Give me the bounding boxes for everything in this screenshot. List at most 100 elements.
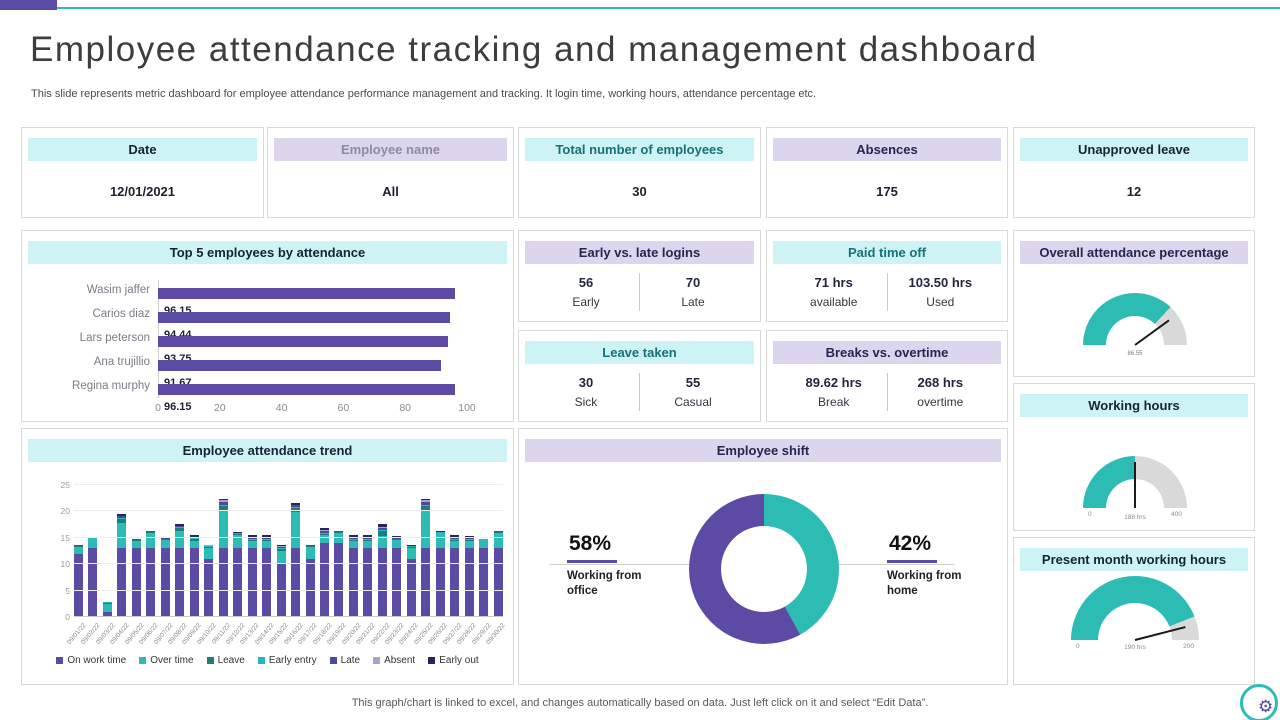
kpi-header-total-employees: Total number of employees [525,138,754,161]
home-callout: 42% Working from home [887,532,1007,599]
trend-bar-segment [189,538,199,539]
trend-bar [479,538,489,617]
top5-attendance-chart-card[interactable]: Top 5 employees by attendance Wasim jaff… [21,230,514,422]
trend-bar-segment [160,540,170,549]
trend-bar-segment [450,537,460,539]
trend-bar [233,531,243,617]
trend-bar-segment [276,548,286,552]
break-hours-metric: 89.62 hrs Break [781,375,887,409]
accent-line [57,7,1280,9]
trend-bar-segment [247,539,257,541]
breaks-overtime-card[interactable]: Breaks vs. overtime 89.62 hrs Break 268 … [766,330,1008,422]
trend-bar-segment [204,545,214,546]
trend-bar [421,498,431,617]
trend-bar-segment [334,532,344,533]
early-late-logins-card[interactable]: Early vs. late logins 56 Early 70 Late [518,230,761,322]
trend-bar [175,523,185,617]
sick-leave-value: 30 [578,375,594,390]
trend-x-label-slot: 09/05/22 [124,619,146,655]
card-title-leave-taken: Leave taken [525,341,754,364]
office-label: Working from office [567,570,642,597]
trend-bar-segment [479,548,489,617]
trend-bar-segment [276,551,286,565]
trend-bar-segment [102,602,112,603]
trend-x-label-slot: 09/15/22 [268,619,290,655]
legend-swatch [428,657,436,664]
trend-bar [348,535,358,617]
trend-bar [493,531,503,617]
trend-bar-segment [233,534,243,549]
legend-item: Late [329,655,360,666]
trend-bar-segment [189,535,199,537]
trend-bar-segment [262,537,272,539]
trend-bar-segment [160,548,170,617]
gauge-max-label: 400 [1171,511,1182,518]
top5-axis-tick: 80 [399,402,412,414]
present-month-gauge-card[interactable]: Present month working hours 0 190 hrs 20… [1013,537,1255,685]
attendance-trend-chart-card[interactable]: Employee attendance trend 0 5 10 15 20 25 09/… [21,428,514,685]
kpi-card-total-employees[interactable]: Total number of employees 30 [518,127,761,218]
legend-swatch [206,657,214,664]
trend-bar-segment [233,548,243,617]
legend-swatch [257,657,265,664]
leave-taken-card[interactable]: Leave taken 30 Sick 55 Casual [518,330,761,422]
gauge-value-label: 86.55 [1127,351,1143,357]
trend-bar-segment [247,540,257,549]
trend-bar-segment [160,537,170,539]
chart-title-employee-shift: Employee shift [525,439,1001,462]
chart-title-top5: Top 5 employees by attendance [28,241,507,264]
kpi-card-unapproved-leave[interactable]: Unapproved leave 12 [1013,127,1255,218]
trend-bar-segment [319,535,329,544]
trend-bar-segment [218,498,228,501]
trend-x-label-slot: 09/26/22 [427,619,449,655]
trend-bar-segment [175,528,185,531]
legend-label: Over time [150,655,194,666]
trend-x-label-slot: 09/01/22 [66,619,88,655]
trend-gridline [74,510,503,512]
pto-available-label: available [810,295,858,309]
trend-bar-segment [450,535,460,538]
early-logins-metric: 56 Early [533,275,639,309]
trend-bar [146,531,156,617]
working-hours-gauge: 0 188 hrs 400 [1083,456,1187,521]
trend-bar [406,545,416,617]
trend-bar-segment [305,547,315,559]
trend-bar-segment [218,548,228,617]
working-hours-gauge-card[interactable]: Working hours 0 188 hrs 400 [1013,383,1255,531]
pto-used-value: 103.50 hrs [908,275,973,290]
trend-bar-segment [319,529,329,531]
kpi-card-date[interactable]: Date 12/01/2021 [21,127,264,218]
trend-x-label-slot: 09/19/22 [326,619,348,655]
trend-bar [102,602,112,617]
paid-time-off-card[interactable]: Paid time off 71 hrs available 103.50 hr… [766,230,1008,322]
trend-y-tick-label: 20 [60,506,70,517]
trend-bar-segment [435,532,445,533]
kpi-card-absences[interactable]: Absences 175 [766,127,1008,218]
trend-x-label-slot: 09/14/22 [254,619,276,655]
top5-bar [158,311,450,323]
trend-bar [450,535,460,617]
trend-bar-segment [74,553,83,617]
top5-category-label: Wasim jaffer [86,284,150,296]
trend-bar-segment [363,537,373,539]
trend-bar-segment [348,537,358,539]
trend-bar-segment [435,531,445,533]
trend-bar-segment [146,531,156,532]
trend-bar [464,535,474,617]
overall-attendance-gauge-card[interactable]: Overall attendance percentage 86.55 [1013,230,1255,377]
trend-bar-segment [218,504,228,507]
trend-x-label-slot: 09/13/22 [239,619,261,655]
legend-item: Early entry [257,655,317,666]
trend-x-label-slot: 09/27/22 [442,619,464,655]
trend-x-label-slot: 09/06/22 [138,619,160,655]
trend-bar [377,523,387,617]
trend-x-label-slot: 09/29/22 [471,619,493,655]
pto-available-value: 71 hrs [814,275,853,290]
kpi-card-employee-name[interactable]: Employee name All [267,127,514,218]
trend-bar-segment [334,532,344,544]
trend-gridline [74,616,503,617]
gear-icon: ⚙ [1258,697,1274,716]
trend-bar-segment [88,537,98,539]
employee-shift-chart-card[interactable]: Employee shift 58% Working from office 4… [518,428,1008,685]
trend-x-label-slot: 09/18/22 [312,619,334,655]
